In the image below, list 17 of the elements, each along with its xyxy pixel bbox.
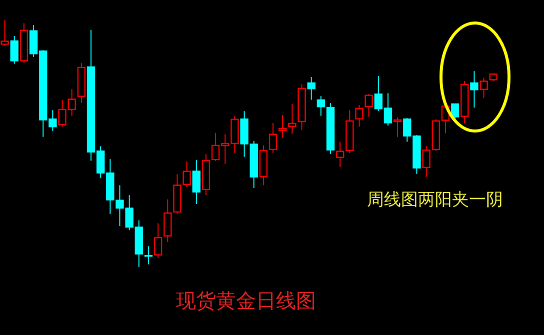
candlestick [288, 103, 296, 134]
candlestick [470, 70, 478, 108]
candlestick [480, 78, 488, 98]
candlestick [268, 122, 278, 154]
text: 现货黄金日线图 [176, 288, 316, 312]
candlestick [355, 104, 364, 128]
candlestick [192, 160, 200, 205]
candlestick [336, 142, 344, 168]
candlestick [307, 76, 316, 100]
candlestick [364, 94, 373, 118]
candlestick [144, 246, 153, 265]
candlestick [278, 114, 287, 138]
candlestick [164, 198, 172, 243]
candlestick [393, 116, 402, 138]
candlestick [10, 36, 18, 64]
annotation: 周线图两阳夹一阴 [367, 190, 503, 210]
candlestick [154, 222, 162, 259]
